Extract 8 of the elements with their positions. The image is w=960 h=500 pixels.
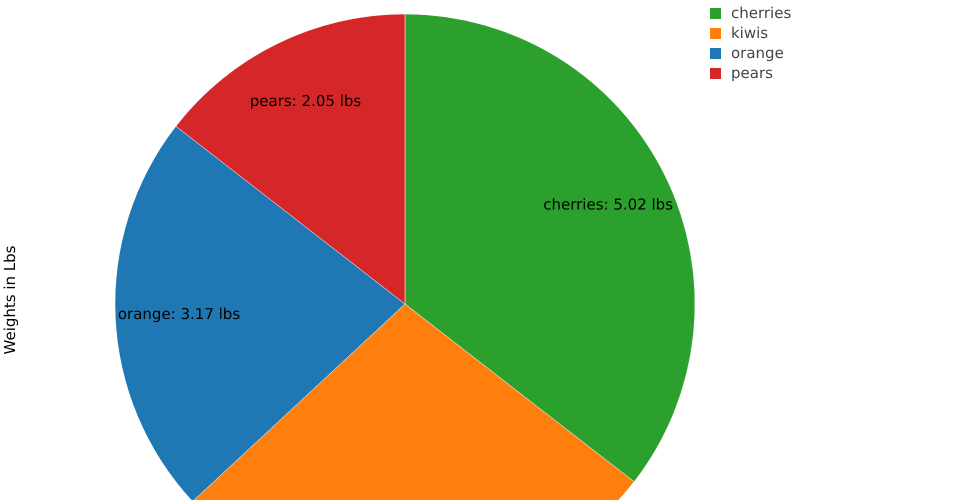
legend-label: cherries [731, 4, 792, 22]
text: Weights in Lbs [1, 246, 19, 354]
data-label: orange: 3.17 lbs [118, 305, 240, 324]
data-label: pears: 2.05 lbs [250, 92, 362, 110]
data-label: cherries: 5.02 lbs [543, 196, 674, 214]
legend-label: kiwis [731, 24, 768, 42]
legend-label: pears [731, 64, 773, 82]
legend-label: orange [731, 44, 784, 62]
